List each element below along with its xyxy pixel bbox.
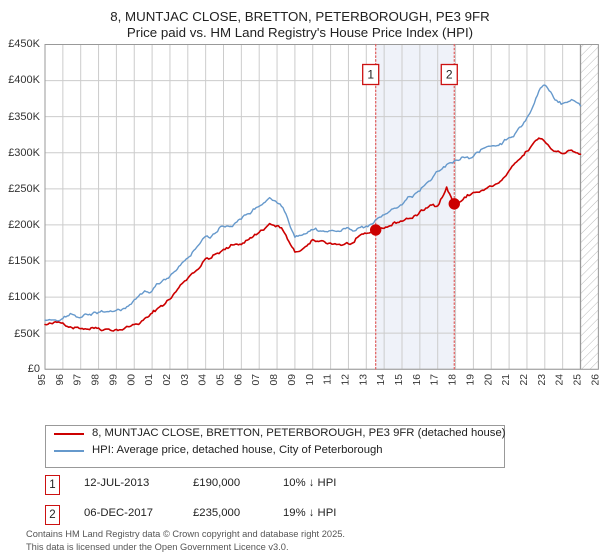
svg-text:01: 01 <box>144 374 155 386</box>
svg-text:18: 18 <box>448 374 459 386</box>
svg-text:2: 2 <box>446 68 453 82</box>
svg-text:14: 14 <box>376 374 387 386</box>
svg-text:23: 23 <box>537 374 548 386</box>
svg-text:98: 98 <box>91 374 102 386</box>
svg-text:25: 25 <box>573 374 584 386</box>
svg-text:15: 15 <box>394 374 405 386</box>
svg-text:16: 16 <box>412 374 423 386</box>
svg-text:97: 97 <box>73 374 84 386</box>
svg-text:13: 13 <box>358 374 369 386</box>
svg-text:11: 11 <box>323 374 334 385</box>
svg-text:02: 02 <box>162 374 173 386</box>
svg-text:21: 21 <box>501 374 512 386</box>
svg-text:96: 96 <box>55 374 66 386</box>
svg-text:12: 12 <box>340 374 351 386</box>
svg-text:99: 99 <box>108 374 119 386</box>
svg-text:09: 09 <box>287 374 298 386</box>
svg-text:20: 20 <box>483 374 494 386</box>
svg-text:00: 00 <box>126 374 137 386</box>
svg-text:1: 1 <box>367 68 374 82</box>
svg-text:19: 19 <box>465 374 476 386</box>
svg-text:05: 05 <box>216 374 227 386</box>
svg-text:24: 24 <box>555 374 566 386</box>
svg-text:17: 17 <box>430 374 441 386</box>
svg-text:22: 22 <box>519 374 530 386</box>
svg-text:10: 10 <box>305 374 316 386</box>
svg-text:08: 08 <box>269 374 280 386</box>
svg-text:03: 03 <box>180 374 191 386</box>
svg-text:26: 26 <box>590 374 600 386</box>
svg-text:07: 07 <box>251 374 262 386</box>
svg-text:04: 04 <box>198 374 209 386</box>
svg-text:06: 06 <box>233 374 244 386</box>
svg-text:95: 95 <box>37 374 48 386</box>
